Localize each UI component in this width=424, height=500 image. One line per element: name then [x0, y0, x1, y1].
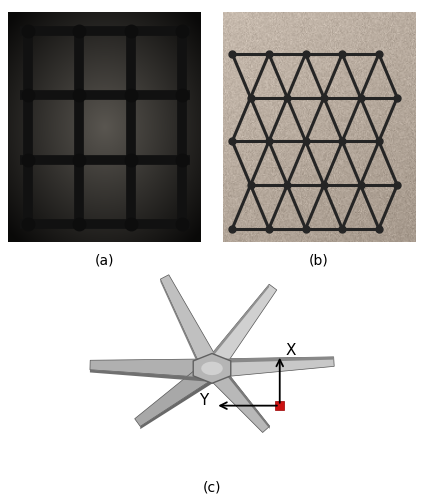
- Polygon shape: [135, 360, 218, 426]
- Text: (c): (c): [203, 480, 221, 494]
- Text: Y: Y: [199, 392, 209, 407]
- Polygon shape: [140, 376, 218, 429]
- Polygon shape: [201, 362, 223, 375]
- Polygon shape: [212, 357, 334, 378]
- Polygon shape: [160, 275, 220, 373]
- Polygon shape: [90, 370, 212, 382]
- Polygon shape: [193, 354, 231, 384]
- Text: (a): (a): [95, 254, 114, 268]
- Text: X: X: [285, 342, 296, 357]
- Polygon shape: [204, 284, 269, 367]
- Polygon shape: [212, 357, 334, 363]
- Polygon shape: [90, 359, 212, 378]
- FancyBboxPatch shape: [275, 401, 284, 410]
- Polygon shape: [204, 284, 277, 374]
- Text: (b): (b): [309, 254, 329, 268]
- Polygon shape: [219, 362, 270, 429]
- Polygon shape: [205, 362, 270, 432]
- Polygon shape: [160, 279, 204, 377]
